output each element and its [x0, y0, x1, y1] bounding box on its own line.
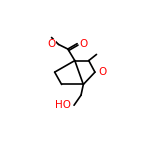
Text: HO: HO — [55, 100, 71, 110]
Text: O: O — [47, 39, 55, 49]
Text: O: O — [99, 67, 107, 77]
Text: O: O — [79, 39, 88, 49]
